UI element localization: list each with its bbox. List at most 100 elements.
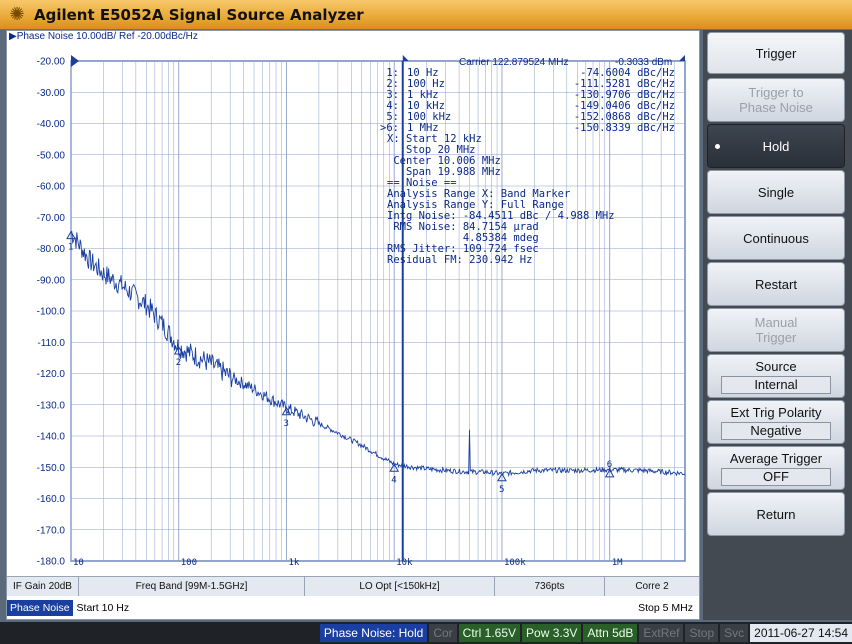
source-value: Internal (721, 375, 831, 394)
analysis-info-line: 4.85384 mdeg (387, 232, 539, 244)
y-tick-label: -160.0 (37, 494, 66, 505)
trigger-to-phase-noise-button[interactable]: Trigger to Phase Noise (707, 78, 845, 122)
continuous-button[interactable]: Continuous (707, 216, 845, 260)
instrument-status-bar: Phase Noise: Hold Cor Ctrl 1.65V Pow 3.3… (0, 622, 852, 644)
attenuation-indicator: Attn 5dB (583, 624, 638, 642)
marker-number: 5 (499, 485, 504, 495)
y-tick-label: -20.00 (37, 57, 66, 68)
softkey-panel: Trigger Trigger to Phase Noise Hold Sing… (703, 30, 852, 620)
date-time: 2011-06-27 14:54 (750, 624, 852, 642)
single-button[interactable]: Single (707, 170, 845, 214)
marker-number: 6 (607, 460, 612, 470)
analysis-info-line: Center 10.006 MHz (387, 155, 501, 167)
marker-readout-value: -111.5281 dBc/Hz (574, 78, 675, 90)
corr-status: Corre 2 (635, 581, 669, 592)
marker-triangle-icon (281, 406, 292, 416)
marker-triangle-icon (604, 468, 615, 478)
y-tick-label: -80.00 (37, 244, 66, 255)
channel-label[interactable]: Phase Noise (7, 600, 73, 616)
marker-number: 2 (176, 358, 181, 368)
carrier-frequency: Carrier 122.879524 MHz (459, 57, 569, 68)
y-tick-label: -170.0 (37, 525, 66, 536)
analysis-info-line: Residual FM: 230.942 Hz (387, 254, 532, 266)
band-marker-flag-icon (402, 55, 409, 61)
agilent-logo-icon: ✺ (9, 3, 25, 25)
band-marker-flag-icon (679, 55, 685, 61)
channel-row: Phase Noise Start 10 Hz Stop 5 MHz (7, 597, 699, 619)
freq-band-status: Freq Band [99M-1.5GHz] (79, 577, 305, 596)
marker-readout-label: 5: (386, 111, 399, 123)
marker-readout-freq: 1 MHz (407, 122, 439, 134)
restart-button[interactable]: Restart (707, 262, 845, 306)
analysis-info-line: Intg Noise: -84.4511 dBc / 4.988 MHz (387, 210, 615, 222)
y-tick-label: -40.00 (37, 119, 66, 130)
marker-readout-label: 3: (386, 89, 399, 101)
x-tick-label: 10k (396, 558, 413, 568)
points-status: 736pts (495, 577, 605, 596)
marker-triangle-icon (173, 346, 184, 355)
y-tick-label: -30.00 (37, 88, 66, 99)
x-tick-label: 10 (73, 558, 84, 568)
softkey-menu-title: Trigger (707, 32, 845, 74)
y-tick-label: -150.0 (37, 463, 66, 474)
x-tick-label: 100 (181, 558, 197, 568)
marker-number: 4 (391, 475, 396, 485)
marker-triangle-icon (66, 230, 76, 240)
marker-readout-freq: 1 kHz (407, 89, 439, 101)
selected-dot-icon (715, 144, 720, 149)
manual-trigger-button[interactable]: Manual Trigger (707, 308, 845, 352)
marker-readout-freq: 10 kHz (407, 100, 445, 112)
marker-readout-label: >6: (380, 122, 399, 134)
y-tick-label: -180.0 (37, 557, 66, 568)
if-gain-status: IF Gain 20dB (7, 577, 79, 596)
analysis-info-line: Analysis Range Y: Full Range (387, 199, 564, 211)
y-tick-label: -120.0 (37, 369, 66, 380)
analysis-info-line: Stop 20 MHz (387, 144, 476, 156)
ctrl-voltage-indicator: Ctrl 1.65V (458, 624, 521, 642)
analysis-info-line: X: Start 12 kHz (387, 133, 482, 145)
source-button[interactable]: Source Internal (707, 354, 845, 398)
marker-readout-freq: 100 kHz (407, 111, 451, 123)
average-trigger-button[interactable]: Average Trigger OFF (707, 446, 845, 490)
marker-readout-value: -152.0868 dBc/Hz (574, 111, 675, 123)
power-voltage-indicator: Pow 3.3V (522, 624, 582, 642)
reference-arrow-icon (71, 55, 79, 67)
y-tick-label: -60.00 (37, 182, 66, 193)
y-tick-label: -70.00 (37, 213, 66, 224)
analysis-info-line: Span 19.988 MHz (387, 166, 501, 178)
marker-readout-value: -149.0406 dBc/Hz (574, 100, 675, 112)
marker-readout-value: -130.9706 dBc/Hz (574, 89, 675, 101)
phase-noise-trace (70, 231, 686, 478)
marker-readout-label: 1: (386, 67, 399, 79)
average-trigger-value: OFF (721, 467, 831, 486)
analysis-info-line: RMS Jitter: 109.724 fsec (387, 243, 539, 255)
window-title: Agilent E5052A Signal Source Analyzer (34, 5, 364, 24)
measurement-state: Phase Noise: Hold (319, 624, 428, 642)
marker-triangle-icon (389, 463, 400, 472)
cor-indicator: Cor (429, 624, 457, 642)
marker-number: 1 (68, 243, 73, 253)
status-row: IF Gain 20dB Freq Band [99M-1.5GHz] LO O… (7, 576, 699, 596)
marker-readout-label: 4: (386, 100, 399, 112)
marker-readout-value: -74.6004 dBc/Hz (580, 67, 675, 79)
svc-indicator: Svc (720, 624, 749, 642)
x-tick-label: 1M (612, 558, 623, 568)
carrier-level: -0.3033 dBm (615, 57, 672, 68)
lo-opt-status: LO Opt [<150kHz] (305, 577, 495, 596)
extref-indicator: ExtRef (639, 624, 684, 642)
marker-readout-freq: 10 Hz (407, 67, 439, 79)
analysis-info-line: RMS Noise: 84.7154 µrad (387, 221, 539, 233)
y-tick-label: -50.00 (37, 150, 66, 161)
marker-readout-label: 2: (386, 78, 399, 90)
analysis-info-line: Analysis Range X: Band Marker (387, 188, 570, 200)
marker-number: 3 (283, 419, 288, 429)
y-tick-label: -100.0 (37, 307, 66, 318)
start-frequency: Start 10 Hz (76, 602, 130, 614)
stop-frequency: Stop 5 MHz (638, 602, 693, 614)
phase-noise-chart: -20.00 -30.00 -40.00 -50.00 -60.00 -70.00 -80.… (37, 55, 686, 568)
ext-trig-polarity-button[interactable]: Ext Trig Polarity Negative (707, 400, 845, 444)
trace-header: ▶Phase Noise 10.00dB/ Ref -20.00dBc/Hz (9, 31, 198, 42)
hold-button[interactable]: Hold (707, 124, 845, 168)
return-button[interactable]: Return (707, 492, 845, 536)
stop-indicator: Stop (685, 624, 719, 642)
